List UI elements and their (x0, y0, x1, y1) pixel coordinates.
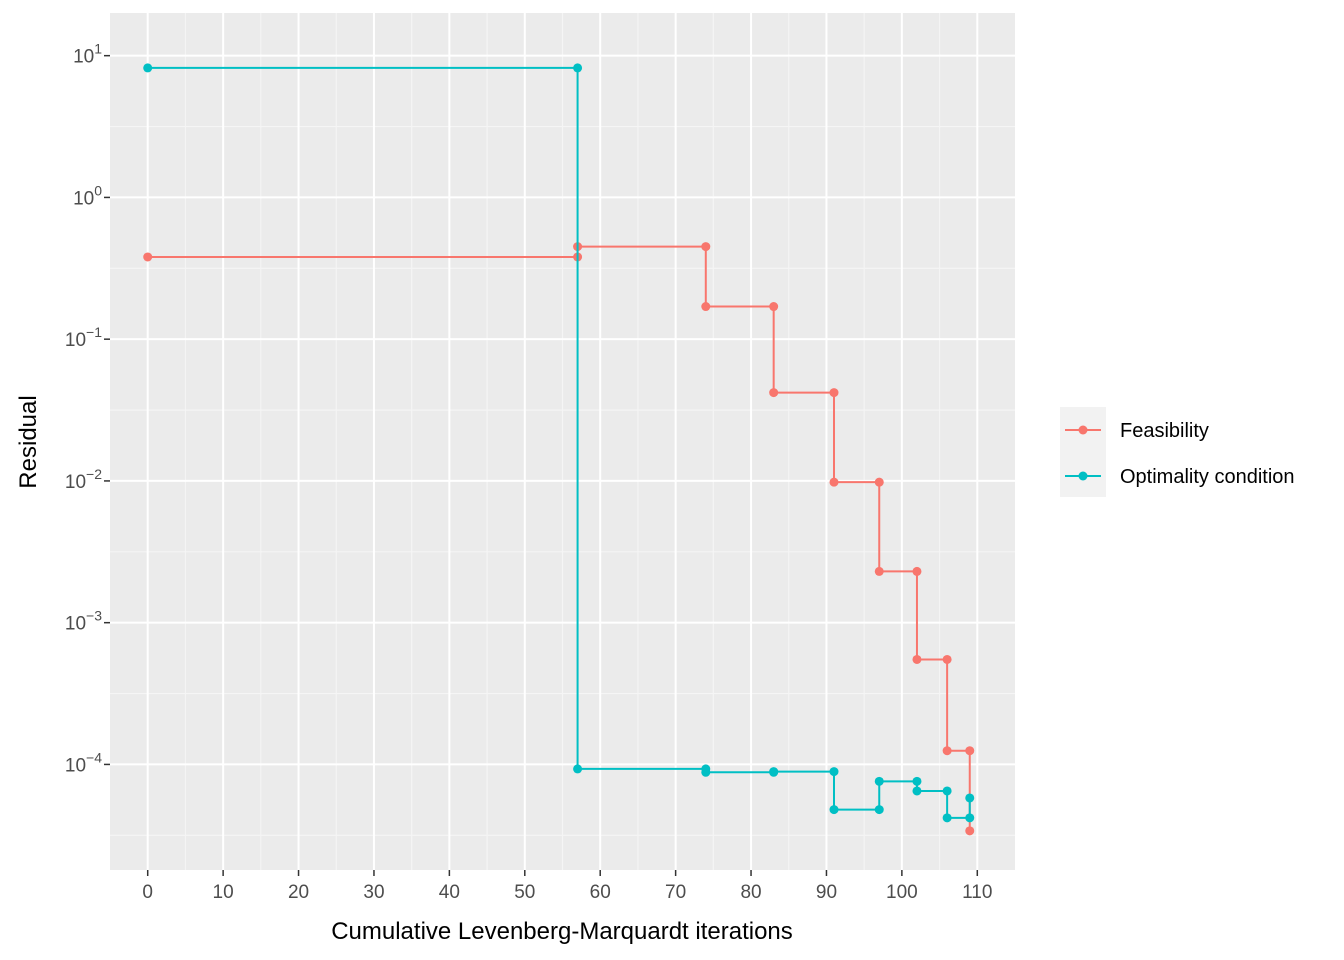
data-point (829, 388, 839, 398)
data-point (912, 654, 922, 664)
data-point (573, 63, 583, 73)
data-point (701, 767, 711, 777)
data-point (874, 566, 884, 576)
data-point (912, 776, 922, 786)
data-point (942, 813, 952, 823)
x-tick-label: 60 (590, 882, 611, 903)
x-tick-label: 50 (514, 882, 535, 903)
data-point (942, 746, 952, 756)
data-point (769, 388, 779, 398)
x-tick-label: 30 (363, 882, 384, 903)
x-tick-label: 10 (213, 882, 234, 903)
x-tick-label: 80 (740, 882, 761, 903)
data-point (829, 767, 839, 777)
data-point (701, 302, 711, 312)
x-tick-label: 70 (665, 882, 686, 903)
data-point (143, 252, 153, 262)
data-point (829, 477, 839, 487)
data-point (573, 764, 583, 774)
data-point (965, 813, 975, 823)
x-tick-label: 90 (816, 882, 837, 903)
grid-minor (110, 13, 1015, 870)
y-tick-label: 101 (73, 41, 102, 68)
grid-major (110, 13, 1015, 870)
data-point (143, 63, 153, 73)
data-point (912, 786, 922, 796)
y-tick-label: 10−4 (65, 749, 102, 776)
x-tick-label: 40 (439, 882, 460, 903)
y-tick-label: 10−2 (65, 466, 102, 493)
x-tick-label: 0 (142, 882, 153, 903)
data-point (769, 767, 779, 777)
data-point (874, 477, 884, 487)
x-tick-label: 20 (288, 882, 309, 903)
series-optimality-condition (143, 63, 975, 823)
data-point (942, 654, 952, 664)
data-point (874, 776, 884, 786)
data-point (874, 805, 884, 815)
legend-label: Feasibility (1120, 420, 1209, 442)
data-point (965, 793, 975, 803)
legend-item: Feasibility (1065, 420, 1209, 442)
legend-label: Optimality condition (1120, 466, 1295, 488)
data-point (769, 302, 779, 312)
y-tick-label: 10−1 (65, 324, 102, 351)
legend-key-background (1060, 407, 1106, 497)
data-point (912, 566, 922, 576)
y-tick-label: 10−3 (65, 608, 102, 635)
legend-key-point (1078, 425, 1088, 435)
legend-item: Optimality condition (1065, 466, 1295, 488)
data-point (965, 746, 975, 756)
series-layer (143, 63, 975, 836)
x-axis: 0 10 20 30 40 50 60 70 80 90 100 110 (142, 870, 992, 903)
x-tick-label: 100 (886, 882, 918, 903)
y-axis: 101 100 10−1 10−2 10−3 10−4 (65, 41, 110, 776)
y-tick-label: 100 (73, 182, 102, 209)
x-tick-label: 110 (962, 882, 992, 903)
y-axis-title: Residual (15, 395, 42, 488)
data-point (965, 826, 975, 836)
data-point (701, 242, 711, 252)
x-axis-title: Cumulative Levenberg-Marquardt iteration… (331, 918, 793, 945)
legend: Feasibility Optimality condition (1060, 407, 1295, 497)
legend-key-point (1078, 471, 1088, 481)
data-point (942, 786, 952, 796)
data-point (829, 805, 839, 815)
